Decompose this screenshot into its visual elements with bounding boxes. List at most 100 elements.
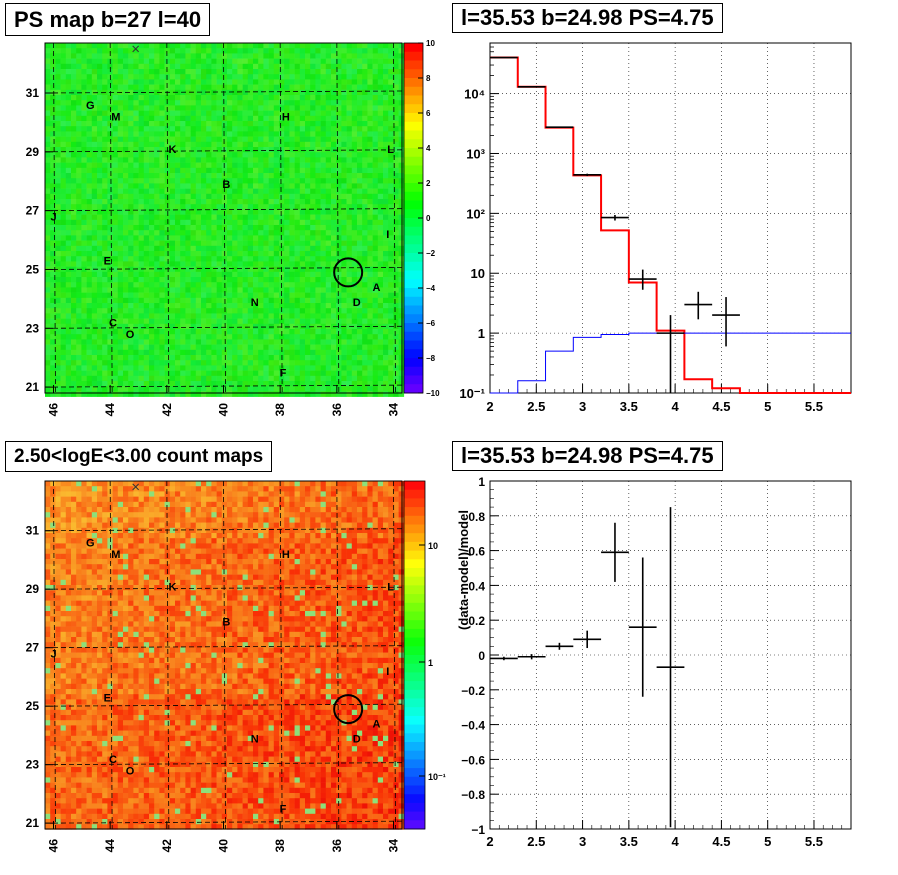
ps-map-pixel (123, 193, 129, 200)
ps-map-pixel (263, 261, 269, 267)
ps-map-pixel (91, 235, 98, 241)
ps-map-pixel (362, 375, 368, 382)
ps-map-pixel (388, 43, 394, 49)
ps-map-pixel (377, 214, 384, 221)
ps-map-pixel (258, 157, 264, 163)
ps-map-pixel (294, 79, 301, 85)
ps-colorbar-cell (404, 200, 423, 210)
ps-map-pixel (383, 292, 389, 299)
ps-map-pixel (315, 43, 321, 49)
ps-map-pixel (154, 323, 160, 330)
ps-map-pixel (232, 318, 238, 325)
ps-map-pixel (169, 173, 176, 179)
ps-map-pixel (76, 121, 82, 127)
ps-map-pixel (60, 235, 67, 241)
ps-map-pixel (50, 84, 56, 91)
ps-map-pixel (299, 344, 306, 351)
ps-map-pixel (305, 219, 311, 226)
ps-map-pixel (45, 209, 51, 215)
ps-map-pixel (367, 183, 373, 189)
ps-map-pixel (305, 63, 311, 70)
ps-map-pixel (190, 297, 197, 304)
ps-map-pixel (398, 235, 405, 241)
ps-map-pixel (336, 308, 342, 314)
ps-map-pixel (102, 365, 108, 371)
ps-map-pixel (45, 95, 51, 101)
ps-map-pixel (112, 193, 119, 200)
ps-map-pixel (325, 277, 332, 283)
ps-map-pixel (305, 370, 311, 377)
ps-map-pixel (143, 271, 150, 278)
ps-map-pixel (138, 349, 145, 356)
ps-map-pixel (107, 235, 113, 241)
ps-map-pixel (206, 214, 212, 221)
ps-map-source-label: D (353, 297, 361, 309)
ps-map-pixel (351, 152, 358, 158)
ps-map-pixel (169, 183, 176, 189)
ps-map-pixel (60, 240, 67, 247)
ps-map-pixel (190, 318, 197, 325)
ps-map-pixel (336, 365, 342, 371)
ps-map-pixel (180, 131, 186, 137)
ps-map-pixel (221, 53, 228, 59)
ps-map-pixel (258, 178, 264, 184)
ps-map-pixel (242, 329, 249, 335)
ps-map-pixel (320, 313, 327, 319)
ps-map-pixel (211, 318, 217, 325)
ps-map-pixel (195, 63, 202, 70)
ps-map-pixel (190, 381, 197, 387)
ps-map-pixel (258, 271, 264, 278)
ps-map-pixel (315, 188, 321, 195)
ps-map-pixel (216, 334, 223, 340)
ps-map-pixel (242, 214, 249, 221)
ps-map-pixel (91, 339, 98, 345)
ps-map-pixel (190, 105, 197, 111)
ps-map-pixel (91, 131, 98, 137)
count-map-pixel (45, 767, 51, 773)
ps-map-pixel (305, 131, 311, 137)
ps-map-pixel (253, 115, 259, 122)
ps-map-pixel (180, 375, 186, 382)
ps-map-pixel (367, 84, 373, 91)
ps-map-pixel (367, 141, 373, 148)
ps-map-pixel (128, 334, 134, 340)
ps-map-pixel (201, 204, 207, 210)
ps-map-pixel (341, 349, 347, 356)
ps-map-pixel (253, 131, 259, 137)
ps-map-pixel (133, 391, 139, 397)
ps-map-pixel (253, 349, 259, 356)
ps-map-pixel (263, 173, 269, 179)
ps-map-pixel (398, 199, 405, 205)
ps-map-pixel (325, 334, 332, 340)
ps-map-pixel (185, 43, 191, 49)
ps-map-pixel (117, 105, 124, 111)
ps-map-pixel (242, 370, 249, 377)
ps-map-pixel (216, 136, 223, 143)
ps-map-pixel (263, 287, 269, 293)
ps-map-pixel (331, 277, 337, 283)
ps-map-pixel (273, 63, 280, 70)
ps-map-pixel (263, 183, 269, 189)
ps-map-pixel (279, 162, 285, 169)
ps-map-pixel (211, 43, 217, 49)
ps-map-pixel (289, 157, 295, 163)
ps-map-pixel (55, 277, 61, 283)
ps-map-pixel (263, 391, 269, 397)
count-map-pixel (45, 683, 51, 690)
ps-map-pixel (299, 355, 306, 361)
ps-map-pixel (273, 323, 280, 330)
ps-map-pixel (346, 230, 353, 236)
ps-map-pixel (346, 292, 353, 299)
ps-map-pixel (383, 84, 389, 91)
ps-map-pixel (362, 74, 368, 80)
ps-map-pixel (398, 121, 405, 127)
ps-map-pixel (60, 318, 67, 325)
ps-map-pixel (154, 131, 160, 137)
count-map-pixel (45, 496, 51, 503)
ps-map-pixel (50, 58, 56, 65)
ps-map-pixel (305, 89, 311, 96)
count-map-pixel (55, 553, 61, 560)
ps-map-pixel (180, 219, 186, 226)
ps-map-pixel (232, 235, 238, 241)
ps-map-pixel (294, 344, 301, 351)
